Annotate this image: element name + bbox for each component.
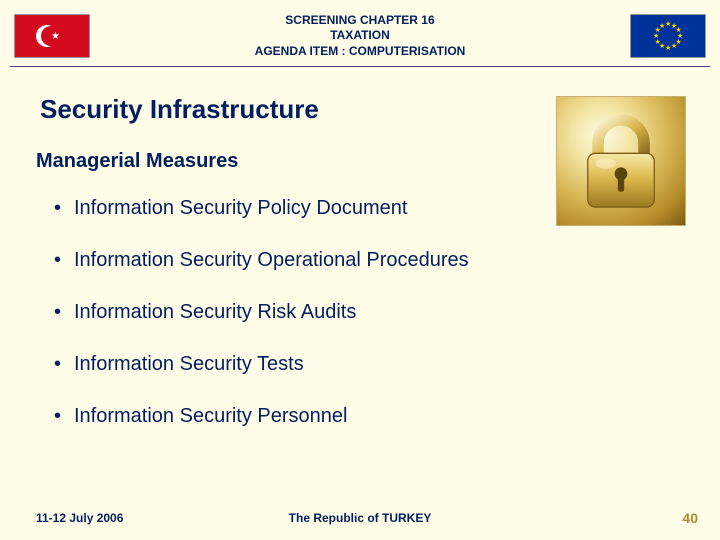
header-line-2: TAXATION <box>255 28 466 44</box>
bullet-item: Information Security Tests <box>48 352 469 376</box>
header-line-3: AGENDA ITEM : COMPUTERISATION <box>255 44 466 60</box>
padlock-image <box>556 96 686 226</box>
slide-header: ★ SCREENING CHAPTER 16 TAXATION AGENDA I… <box>0 0 720 64</box>
bullet-item: Information Security Risk Audits <box>48 300 469 324</box>
slide-title: Security Infrastructure <box>40 94 319 125</box>
footer-date: 11-12 July 2006 <box>36 511 123 525</box>
bullet-item: Information Security Personnel <box>48 404 469 428</box>
slide-subtitle: Managerial Measures <box>36 150 238 173</box>
footer-page-number: 40 <box>682 510 698 526</box>
bullet-item: Information Security Operational Procedu… <box>48 248 469 272</box>
flag-eu: ★★★★★★★★★★★★ <box>630 14 706 58</box>
header-divider <box>10 66 710 67</box>
header-text: SCREENING CHAPTER 16 TAXATION AGENDA ITE… <box>255 13 466 60</box>
bullet-list: Information Security Policy Document Inf… <box>48 196 469 456</box>
footer-center: The Republic of TURKEY <box>289 511 432 525</box>
header-line-1: SCREENING CHAPTER 16 <box>255 13 466 29</box>
bullet-item: Information Security Policy Document <box>48 196 469 220</box>
slide-footer: 11-12 July 2006 The Republic of TURKEY 4… <box>0 510 720 526</box>
flag-turkey: ★ <box>14 14 90 58</box>
